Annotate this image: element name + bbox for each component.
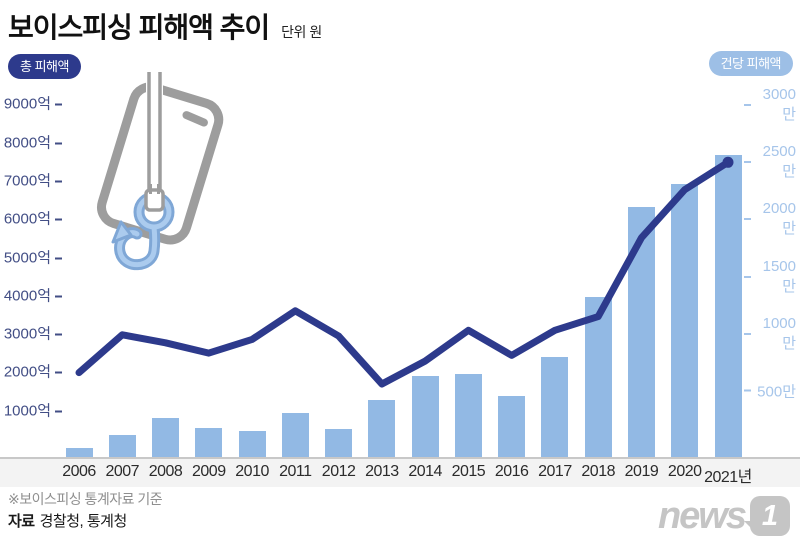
x-axis-label: 2018 — [581, 463, 615, 480]
right-axis-tick: 500만 — [744, 380, 796, 401]
source-line: 자료 경찰청, 통계청 — [8, 510, 127, 531]
tick-dash — [744, 332, 751, 335]
right-axis-tick: 1500만 — [744, 258, 796, 296]
bar-2006 — [65, 447, 93, 457]
x-axis-label: 2019 — [624, 463, 659, 480]
tick-dash — [744, 161, 751, 164]
x-axis-label: 2015 — [451, 463, 486, 480]
news1-logo-text: news — [657, 495, 747, 537]
left-axis-tick: 9000억 — [0, 93, 62, 114]
bar-2011 — [281, 412, 309, 457]
bar-2013 — [368, 399, 396, 457]
x-axis-label: 2012 — [321, 463, 356, 480]
news1-logo-one-icon: 1 — [744, 496, 790, 536]
x-axis-label: 2009 — [192, 463, 226, 480]
x-axis-label: 2016 — [494, 463, 529, 480]
left-axis-tick: 1000억 — [0, 399, 62, 420]
x-axis-band — [0, 459, 800, 487]
footnote: ※보이스피싱 통계자료 기준 — [8, 491, 163, 507]
tick-dash — [744, 389, 751, 392]
x-axis-label: 2010 — [235, 463, 269, 480]
x-axis-label: 2014 — [408, 463, 442, 480]
tick-dash — [55, 103, 62, 106]
source-label: 자료 — [8, 513, 35, 530]
bar-2012 — [325, 429, 353, 457]
bar-2007 — [108, 435, 136, 457]
right-axis-tick: 2000만 — [744, 200, 796, 238]
left-axis-tick: 3000억 — [0, 323, 62, 344]
tick-dash — [744, 104, 751, 107]
bar-2008 — [152, 418, 180, 457]
x-axis-label: 2017 — [538, 463, 572, 480]
tick-dash — [744, 275, 751, 278]
x-axis-label: 2011 — [279, 463, 312, 480]
right-axis-tick: 1000만 — [744, 315, 796, 353]
x-axis-label: 2008 — [148, 463, 183, 480]
left-axis-tick: 5000억 — [0, 246, 62, 267]
bar-2019 — [627, 206, 655, 457]
legend-per-case-badge: 건당 피해액 — [708, 51, 793, 76]
x-axis-label: 2021년 — [704, 469, 752, 486]
source-value: 경찰청, 통계청 — [39, 513, 128, 530]
header: 보이스피싱 피해액 추이 단위 원 — [8, 6, 322, 46]
unit-label: 단위 원 — [281, 24, 322, 40]
x-axis-label: 2013 — [365, 463, 399, 480]
left-axis-tick: 7000억 — [0, 169, 62, 190]
bar-2016 — [498, 395, 526, 457]
page-title: 보이스피싱 피해액 추이 — [8, 12, 270, 43]
legend-total-damage-badge: 총 피해액 — [8, 54, 81, 79]
x-axis-label: 2020 — [667, 463, 702, 480]
bar-2010 — [238, 430, 266, 457]
tick-dash — [55, 180, 62, 183]
bar-2020 — [671, 183, 699, 457]
bar-2015 — [454, 373, 482, 457]
tick-dash — [744, 218, 751, 221]
tick-dash — [55, 295, 62, 298]
right-axis-tick: 3000만 — [744, 86, 796, 124]
left-axis-tick: 4000억 — [0, 284, 62, 305]
bar-2009 — [195, 428, 223, 457]
tick-dash — [55, 371, 62, 374]
x-axis-label: 2007 — [105, 463, 140, 480]
tick-dash — [55, 218, 62, 221]
x-axis-line — [0, 457, 800, 459]
bar-2014 — [411, 376, 439, 457]
left-axis-tick: 8000억 — [0, 131, 62, 152]
tick-dash — [55, 333, 62, 336]
bar-2021년 — [714, 155, 742, 457]
x-axis-label: 2006 — [62, 463, 96, 480]
tick-dash — [55, 257, 62, 260]
phone-fishing-hook-icon — [97, 72, 224, 271]
bar-2017 — [541, 357, 569, 457]
news1-logo: news 1 — [658, 496, 790, 536]
bar-2018 — [584, 297, 612, 457]
tick-dash — [55, 142, 62, 145]
left-axis-tick: 6000억 — [0, 208, 62, 229]
left-axis-tick: 2000억 — [0, 361, 62, 382]
right-axis-tick: 2500만 — [744, 143, 796, 181]
tick-dash — [55, 410, 62, 413]
